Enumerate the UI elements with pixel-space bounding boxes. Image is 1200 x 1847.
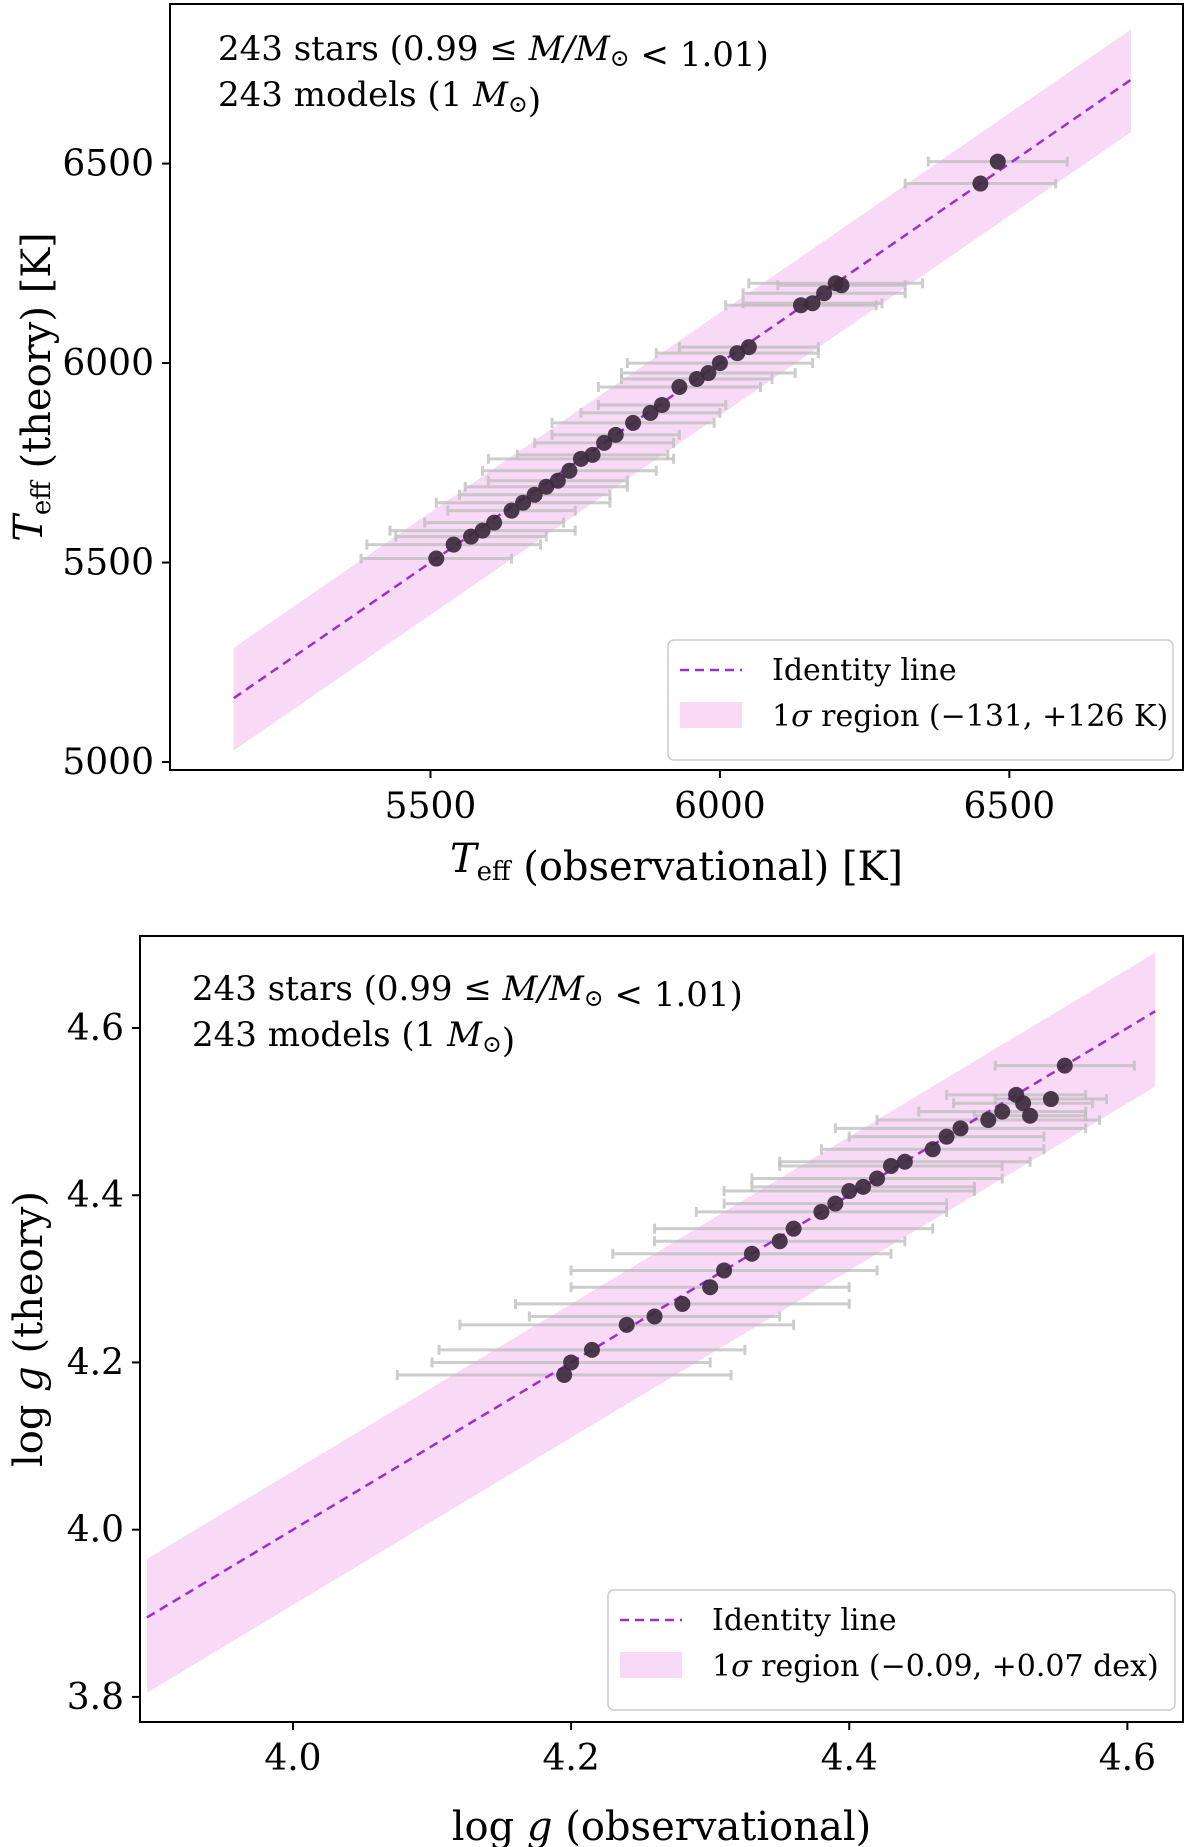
x-axis-label: Teff (observational) [K] xyxy=(450,836,903,890)
data-point xyxy=(771,1233,788,1250)
data-point xyxy=(816,285,833,302)
data-point xyxy=(827,1195,844,1212)
y-axis-label: log g (theory) xyxy=(6,1191,52,1467)
data-point xyxy=(989,153,1006,170)
data-point xyxy=(445,536,462,553)
data-point xyxy=(700,365,717,382)
legend-entry-identity: Identity line xyxy=(712,1603,897,1638)
data-point xyxy=(561,462,578,479)
data-point xyxy=(804,295,821,312)
data-point xyxy=(671,379,688,395)
x-tick-label: 4.2 xyxy=(542,1738,599,1779)
annotation-line: 243 stars (0.99 ≤ M/M⊙ < 1.01) xyxy=(192,969,743,1015)
data-point xyxy=(833,277,850,294)
data-point xyxy=(526,486,543,503)
annotation-line: 243 models (1 M⊙) xyxy=(218,75,541,121)
logg-panel: 4.0 4.2 4.4 4.6 3.8 4.0 4.2 4.4 4.6 log g (observ… xyxy=(6,935,1184,1847)
plot-area xyxy=(232,29,1132,751)
data-point xyxy=(702,1279,719,1296)
y-tick-label: 6000 xyxy=(62,343,154,384)
data-point xyxy=(813,1203,830,1220)
data-point xyxy=(869,1170,886,1187)
data-point xyxy=(1042,1091,1059,1108)
data-point xyxy=(503,502,520,519)
legend-entry-band: 1σ region (−0.09, +0.07 dex) xyxy=(712,1649,1159,1684)
legend: Identity line 1σ region (−0.09, +0.07 dex… xyxy=(607,1589,1176,1711)
data-point xyxy=(972,175,989,192)
x-axis-label: log g (observational) xyxy=(452,1804,872,1847)
data-point xyxy=(711,355,728,372)
data-point xyxy=(740,339,757,356)
data-point xyxy=(716,1262,733,1279)
y-tick-label: 4.0 xyxy=(67,1510,124,1551)
data-point xyxy=(980,1111,997,1128)
data-point xyxy=(584,446,601,463)
data-point xyxy=(674,1295,691,1312)
y-tick-label: 5000 xyxy=(62,742,154,783)
y-tick-label: 3.8 xyxy=(67,1677,124,1718)
data-point xyxy=(607,426,624,443)
legend-band-swatch xyxy=(680,702,742,728)
legend: Identity line 1σ region (−131, +126 K) xyxy=(667,639,1174,761)
y-tick-label: 4.2 xyxy=(67,1342,124,1383)
legend-entry-identity: Identity line xyxy=(772,653,957,688)
data-point xyxy=(549,472,566,489)
annotation-line: 243 stars (0.99 ≤ M/M⊙ < 1.01) xyxy=(218,29,769,75)
x-tick-label: 6000 xyxy=(674,786,766,827)
data-point xyxy=(618,1316,635,1333)
data-point xyxy=(924,1141,941,1158)
x-tick-label: 6500 xyxy=(964,786,1056,827)
data-point xyxy=(474,522,491,539)
data-point xyxy=(556,1366,573,1383)
data-point xyxy=(938,1128,955,1145)
data-point xyxy=(1022,1107,1039,1124)
data-point xyxy=(428,550,445,567)
legend-frame xyxy=(667,639,1174,761)
data-point xyxy=(654,396,671,413)
teff-panel: 5500 6000 6500 5000 5500 6000 6500 Teff (observ… xyxy=(6,3,1184,890)
data-point xyxy=(882,1157,899,1174)
x-tick-label: 5500 xyxy=(385,786,477,827)
data-point xyxy=(855,1178,872,1195)
axes-frame xyxy=(169,3,1184,771)
data-point xyxy=(583,1341,600,1358)
data-point xyxy=(785,1220,802,1237)
data-point xyxy=(952,1120,969,1137)
plot-area xyxy=(146,952,1156,1693)
axes-frame xyxy=(139,935,1184,1723)
y-tick-label: 5500 xyxy=(62,543,154,584)
x-tick-label: 4.4 xyxy=(821,1738,878,1779)
y-axis-label: Teff (theory) [K] xyxy=(6,232,60,542)
data-point xyxy=(646,1308,663,1325)
legend-entry-band: 1σ region (−131, +126 K) xyxy=(772,699,1168,734)
data-point xyxy=(1015,1095,1032,1112)
data-point xyxy=(563,1354,580,1371)
data-point xyxy=(1056,1057,1073,1074)
data-point xyxy=(841,1183,858,1200)
y-tick-label: 6500 xyxy=(62,144,154,185)
annotation-line: 243 models (1 M⊙) xyxy=(192,1015,515,1061)
x-tick-label: 4.6 xyxy=(1099,1738,1156,1779)
y-tick-label: 4.6 xyxy=(67,1008,124,1049)
data-point xyxy=(743,1245,760,1262)
legend-frame xyxy=(607,1589,1176,1711)
legend-band-swatch xyxy=(620,1652,682,1678)
data-point xyxy=(486,514,503,531)
data-point xyxy=(625,414,642,431)
data-point xyxy=(515,494,532,511)
y-tick-label: 4.4 xyxy=(67,1175,124,1216)
data-point xyxy=(596,434,613,451)
data-point xyxy=(896,1153,913,1170)
data-point xyxy=(994,1103,1011,1120)
x-tick-label: 4.0 xyxy=(264,1738,321,1779)
data-point xyxy=(642,404,659,421)
